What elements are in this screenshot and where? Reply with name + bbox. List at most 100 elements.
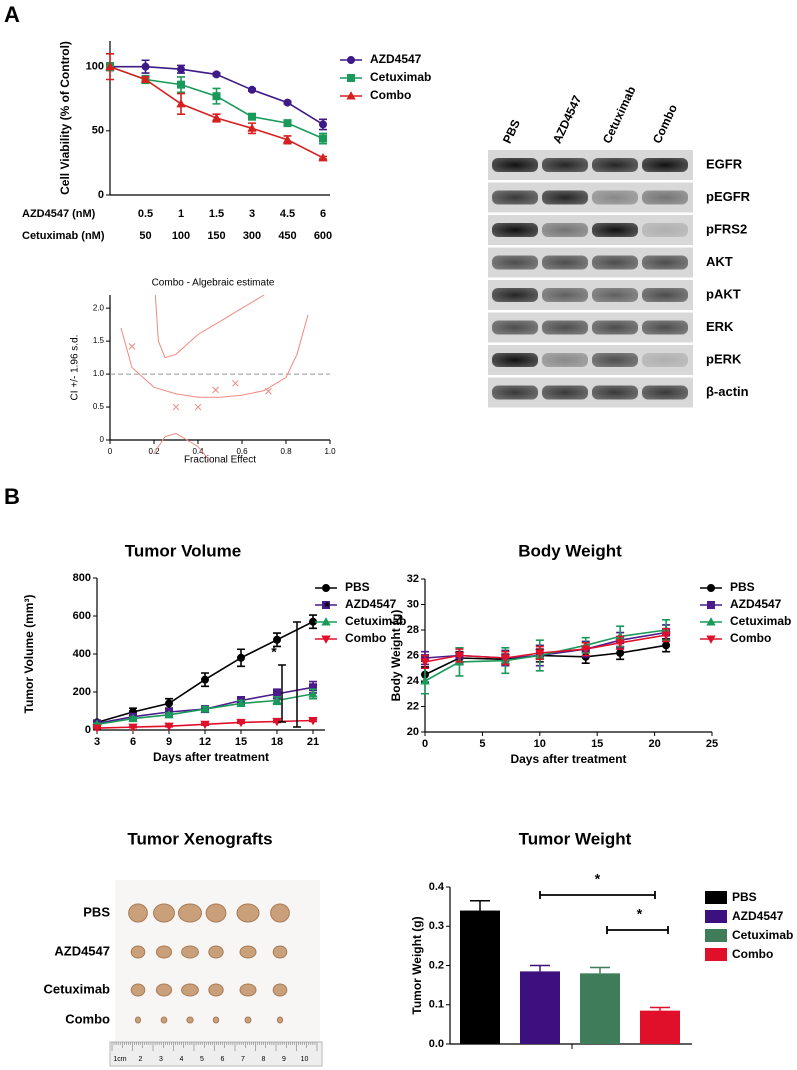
marker [200,720,210,730]
tumor [236,903,260,923]
bar [460,910,500,1044]
blot-band [642,158,688,172]
ruler-label: 5 [200,1056,204,1063]
tumor [208,945,224,959]
x-tick-label: 6 [130,736,136,748]
x-tick-label: 1.0 [324,447,336,456]
x-row-label: AZD4547 (nM) [22,208,96,220]
y-tick-label: 200 [73,686,91,698]
x-tick-label: 50 [139,230,151,242]
marker [615,639,625,648]
marker [454,651,465,661]
marker [319,134,327,143]
blot-band [642,223,688,237]
marker [500,654,511,663]
marker [172,403,180,411]
marker [706,617,716,626]
y-tick-label: 20 [407,726,419,738]
panel-label: A [4,2,20,27]
bar [640,1010,680,1044]
y-axis-label: Body Weight (g) [389,610,403,702]
legend-label: Combo [370,88,411,102]
x-tick-label: 150 [207,230,225,242]
legend-label: Cetuximab [345,614,406,628]
marker [128,713,138,723]
x-axis-label: Fractional Effect [184,455,256,466]
marker [322,601,330,609]
marker [164,709,174,719]
y-tick-label: 1.5 [93,336,105,345]
marker [236,698,246,707]
x-tick-label: 20 [648,738,660,750]
confidence-curve [154,295,265,359]
y-axis-label: Tumor Volume (mm³) [22,595,36,714]
marker [581,645,591,654]
row-label: Cetuximab [44,981,111,996]
blot-column-label: PBS [500,117,523,145]
y-tick-label: 32 [407,573,419,585]
legend-label: AZD4547 [732,909,784,923]
tumor [130,945,146,959]
x-tick-label: 9 [166,736,172,748]
blot-band [492,385,538,400]
marker [535,649,545,658]
ruler-label: 1cm [113,1056,126,1063]
blot-row-label: AKT [706,254,733,269]
y-tick-label: 1.0 [93,369,105,378]
blot-band [492,190,538,205]
marker [321,617,331,626]
tumor [186,1016,194,1024]
ruler-label: 7 [241,1056,245,1063]
tumor [160,1016,168,1024]
y-tick-label: 50 [92,125,104,137]
blot-band [542,190,588,205]
y-tick-label: 0 [98,189,104,201]
legend-swatch [705,891,727,904]
blot-row-label: pERK [706,351,742,366]
tumor [244,1016,252,1024]
marker [232,379,239,387]
legend-label: Combo [732,947,773,961]
tumor [155,983,173,997]
blot-band [642,255,688,270]
ruler-label: 3 [159,1056,163,1063]
marker [236,718,246,728]
ruler-label: 8 [262,1056,266,1063]
blot-band [542,288,588,302]
marker [248,112,256,121]
legend-label: PBS [345,580,370,594]
y-tick-label: 800 [73,572,91,584]
ruler [109,1041,323,1067]
tumor [270,903,290,923]
confidence-curve [120,314,309,398]
marker [92,724,102,733]
blot-band [542,158,588,172]
marker [272,695,282,705]
marker [273,635,281,644]
tumor [272,945,288,959]
blot-band [542,320,588,335]
blot-band [542,385,588,400]
marker [283,98,292,107]
legend-label: PBS [730,580,755,594]
blot-band [642,288,688,302]
blot-row-label: EGFR [706,156,743,171]
marker [346,91,356,100]
significance-bracket [606,926,669,934]
row-label: AZD4547 [54,943,110,958]
x-tick-label: 600 [314,230,332,242]
y-tick-label: 24 [407,675,420,687]
tumor [128,903,148,923]
x-tick-label: 18 [271,736,283,748]
x-axis-label: Days after treatment [153,750,269,764]
blot-band [642,320,688,335]
x-tick-label: 450 [278,230,296,242]
marker [211,113,222,122]
y-axis-label: Cell Viability (% of Control) [58,41,72,195]
marker [347,56,355,64]
x-tick-label: 0.6 [236,447,248,456]
chart-title: Tumor Weight [519,829,632,848]
blot-column-label: Cetuximab [600,84,639,146]
marker [141,62,150,71]
